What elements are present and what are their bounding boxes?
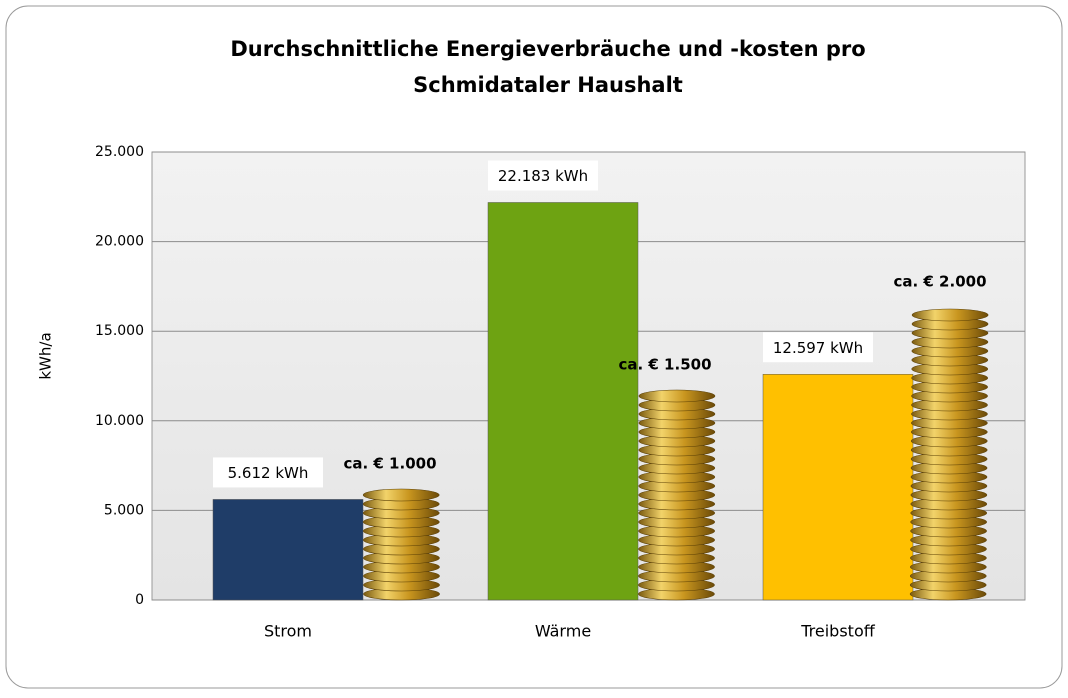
cost-annotation: ca. € 1.500 xyxy=(618,356,711,374)
x-tick-label: Strom xyxy=(264,622,312,641)
coin-stack xyxy=(363,489,439,600)
y-axis-label: kWh/a xyxy=(37,332,55,379)
y-tick-label: 15.000 xyxy=(95,323,144,339)
bar xyxy=(488,202,638,600)
coin xyxy=(639,390,715,402)
chart: Durchschnittliche Energieverbräuche und … xyxy=(0,0,1068,694)
x-tick-label: Treibstoff xyxy=(800,622,875,641)
coin xyxy=(363,489,439,501)
chart-title: Durchschnittliche Energieverbräuche und … xyxy=(230,37,865,61)
y-tick-label: 20.000 xyxy=(95,234,144,250)
coin-stack xyxy=(638,390,715,600)
y-tick-label: 10.000 xyxy=(95,413,144,429)
bar xyxy=(763,374,913,600)
y-tick-label: 25.000 xyxy=(95,144,144,160)
cost-annotation: ca. € 1.000 xyxy=(343,455,436,473)
x-tick-label: Wärme xyxy=(535,622,591,641)
y-tick-label: 0 xyxy=(135,592,144,608)
value-label: 22.183 kWh xyxy=(498,167,588,185)
cost-annotation: ca. € 2.000 xyxy=(893,273,986,291)
bar xyxy=(213,499,363,600)
y-tick-label: 5.000 xyxy=(104,502,144,518)
chart-subtitle: Schmidataler Haushalt xyxy=(413,73,683,97)
value-label: 5.612 kWh xyxy=(228,464,309,482)
coin xyxy=(912,309,988,321)
value-label: 12.597 kWh xyxy=(773,339,863,357)
